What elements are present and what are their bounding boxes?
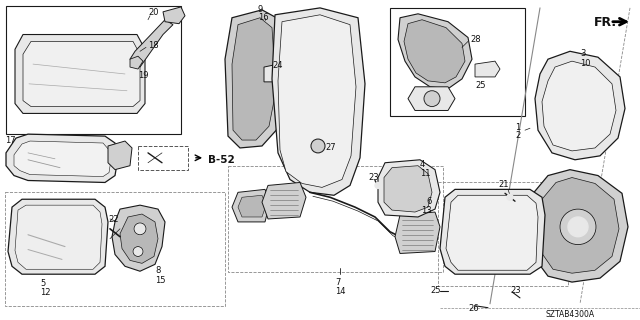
Text: 20: 20 xyxy=(148,8,159,17)
Circle shape xyxy=(134,223,146,235)
Polygon shape xyxy=(537,178,619,273)
Polygon shape xyxy=(232,18,276,140)
Text: 21: 21 xyxy=(498,180,509,189)
Polygon shape xyxy=(384,166,432,212)
Polygon shape xyxy=(232,189,270,222)
Text: 3: 3 xyxy=(580,49,586,58)
Text: 8: 8 xyxy=(155,266,161,275)
Text: 23: 23 xyxy=(510,286,520,295)
Text: 11: 11 xyxy=(420,169,431,178)
Circle shape xyxy=(507,194,513,200)
Text: 23: 23 xyxy=(368,172,379,182)
Circle shape xyxy=(568,217,588,237)
Polygon shape xyxy=(446,195,538,270)
Text: 5: 5 xyxy=(40,279,45,288)
Bar xyxy=(5,192,225,306)
Polygon shape xyxy=(408,87,455,110)
Polygon shape xyxy=(475,61,500,77)
Polygon shape xyxy=(130,56,143,69)
Polygon shape xyxy=(15,35,145,113)
Bar xyxy=(390,8,525,116)
Text: SZTAB4300A: SZTAB4300A xyxy=(545,310,594,319)
Polygon shape xyxy=(6,134,118,182)
Text: 7: 7 xyxy=(335,278,340,287)
Polygon shape xyxy=(264,64,284,82)
Polygon shape xyxy=(262,182,306,219)
Text: FR.: FR. xyxy=(594,16,617,29)
Polygon shape xyxy=(395,212,440,253)
Text: 14: 14 xyxy=(335,287,346,296)
Text: 26: 26 xyxy=(468,304,479,313)
Polygon shape xyxy=(238,195,266,217)
Polygon shape xyxy=(272,8,365,195)
Polygon shape xyxy=(130,20,173,67)
Text: 4: 4 xyxy=(420,160,425,169)
Text: 25: 25 xyxy=(430,286,440,295)
Text: B-52: B-52 xyxy=(208,155,235,165)
Text: 22: 22 xyxy=(108,215,118,224)
Text: 27: 27 xyxy=(325,143,335,152)
Polygon shape xyxy=(14,141,111,177)
Polygon shape xyxy=(8,199,108,274)
Text: 10: 10 xyxy=(580,59,591,68)
Text: 25: 25 xyxy=(475,81,486,90)
Polygon shape xyxy=(535,51,625,160)
Bar xyxy=(438,182,568,286)
Text: 6: 6 xyxy=(427,197,432,206)
Polygon shape xyxy=(404,20,465,83)
Text: 18: 18 xyxy=(148,41,159,51)
Polygon shape xyxy=(108,141,132,170)
Text: 17: 17 xyxy=(5,136,15,145)
Polygon shape xyxy=(440,189,545,274)
Text: 12: 12 xyxy=(40,288,51,297)
Bar xyxy=(6,6,181,134)
Circle shape xyxy=(375,182,381,188)
Bar xyxy=(228,166,443,272)
Polygon shape xyxy=(225,10,285,148)
Text: 9: 9 xyxy=(258,5,263,14)
Polygon shape xyxy=(120,214,158,263)
Bar xyxy=(138,146,188,170)
Polygon shape xyxy=(15,205,102,269)
Text: 16: 16 xyxy=(258,13,269,22)
Polygon shape xyxy=(163,7,185,24)
Polygon shape xyxy=(542,61,616,151)
Text: 1: 1 xyxy=(515,123,520,132)
Text: 24: 24 xyxy=(272,61,282,70)
Text: 13: 13 xyxy=(421,206,432,215)
Polygon shape xyxy=(398,14,472,89)
Polygon shape xyxy=(112,205,165,271)
Polygon shape xyxy=(378,160,440,217)
Polygon shape xyxy=(23,41,140,107)
Polygon shape xyxy=(528,170,628,282)
Text: 28: 28 xyxy=(470,35,481,44)
Polygon shape xyxy=(278,15,356,188)
Circle shape xyxy=(133,247,143,256)
Text: 19: 19 xyxy=(138,71,148,80)
Text: 15: 15 xyxy=(155,276,166,285)
Circle shape xyxy=(560,209,596,244)
Circle shape xyxy=(311,139,325,153)
Text: 2: 2 xyxy=(515,131,520,140)
Circle shape xyxy=(424,91,440,107)
